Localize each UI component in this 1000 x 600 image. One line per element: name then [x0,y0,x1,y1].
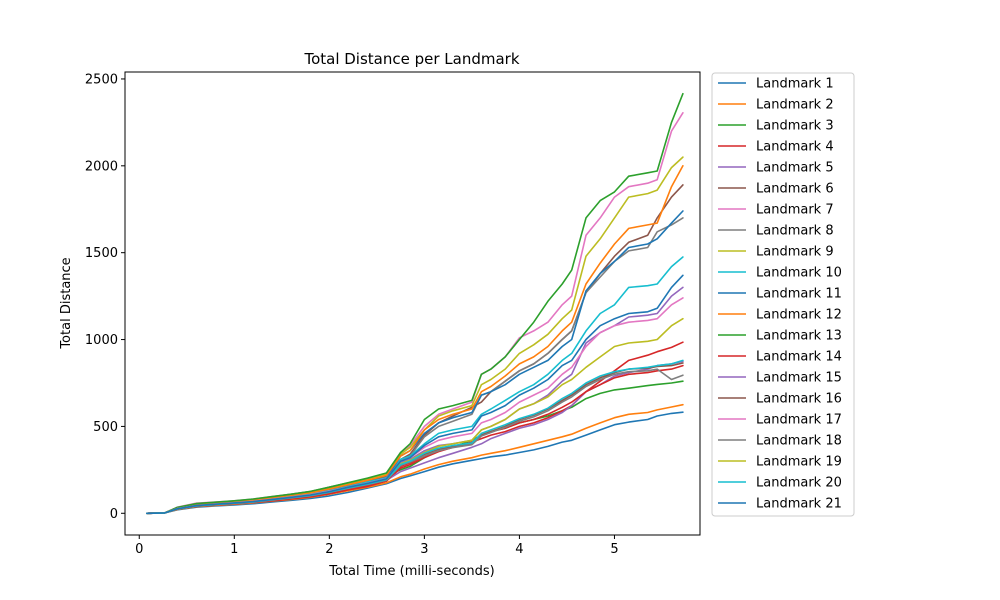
chart-title: Total Distance per Landmark [303,50,519,68]
legend-label: Landmark 6 [756,182,834,197]
legend-label: Landmark 5 [756,161,834,176]
y-tick-label: 1500 [85,246,118,261]
legend-label: Landmark 12 [756,308,842,323]
x-tick-label: 1 [230,542,238,557]
x-tick-label: 5 [610,542,618,557]
x-axis-title: Total Time (milli-seconds) [328,564,495,579]
y-tick-label: 2500 [85,72,118,87]
y-axis: 0 500 1000 1500 2000 2500 [85,72,125,522]
legend-label: Landmark 1 [756,77,834,92]
legend-label: Landmark 20 [756,476,842,491]
legend-label: Landmark 4 [756,140,834,155]
x-axis: 0 1 2 3 4 5 [135,535,619,557]
legend-label: Landmark 11 [756,287,842,302]
series-line-21 [146,274,684,515]
y-tick-label: 0 [110,507,118,522]
y-tick-label: 500 [93,420,118,435]
legend-label: Landmark 18 [756,434,842,449]
x-tick-label: 4 [515,542,523,557]
legend-label: Landmark 15 [756,371,842,386]
legend-label: Landmark 21 [756,497,842,512]
legend-label: Landmark 14 [756,350,842,365]
legend-label: Landmark 2 [756,98,834,113]
plot-series-group [146,92,684,515]
legend-label: Landmark 13 [756,329,842,344]
legend-items: Landmark 1 Landmark 2 Landmark 3 Landmark 4… [718,77,842,512]
legend-label: Landmark 19 [756,455,842,470]
y-axis-title: Total Distance [59,257,74,349]
legend-label: Landmark 16 [756,392,842,407]
y-tick-label: 1000 [85,333,118,348]
series-line-12 [146,165,684,515]
legend-label: Landmark 7 [756,203,834,218]
legend-label: Landmark 3 [756,119,834,134]
legend-label: Landmark 10 [756,266,842,281]
series-line-13 [146,92,684,515]
x-tick-label: 2 [325,542,333,557]
legend-frame [711,72,855,517]
x-tick-label: 3 [420,542,428,557]
x-tick-label: 0 [135,542,143,557]
plot-frame [124,71,701,536]
legend-label: Landmark 8 [756,224,834,239]
legend: Landmark 1 Landmark 2 Landmark 3 Landmark 4… [711,72,855,517]
legend-label: Landmark 17 [756,413,842,428]
legend-label: Landmark 9 [756,245,834,260]
y-tick-label: 2000 [85,159,118,174]
